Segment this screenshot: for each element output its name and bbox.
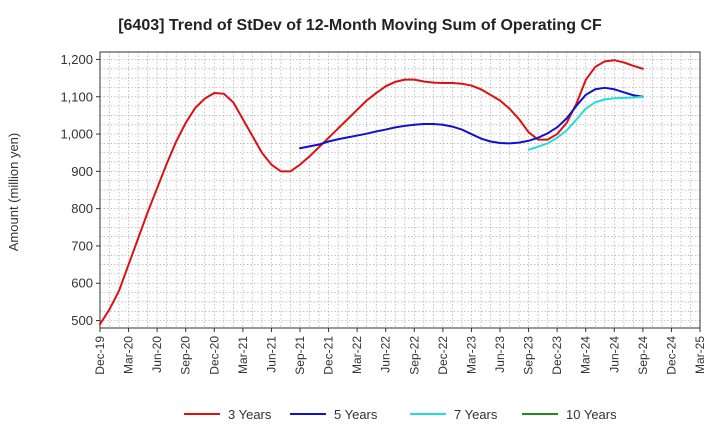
legend-item-5-years: 5 Years: [290, 407, 378, 422]
x-tick-label: Sep-24: [636, 336, 650, 375]
x-tick-label: Dec-21: [322, 336, 336, 375]
legend-label: 7 Years: [454, 407, 498, 422]
x-tick-label: Sep-22: [407, 336, 421, 375]
plot-frame: [99, 51, 701, 329]
x-tick-label: Dec-20: [207, 336, 221, 375]
x-tick-label: Dec-19: [93, 336, 107, 375]
series-line-3-years: [99, 59, 644, 326]
x-tick-label: Dec-23: [550, 336, 564, 375]
chart-title: [6403] Trend of StDev of 12-Month Moving…: [118, 17, 602, 34]
legend: 3 Years 5 Years 7 Years 10 Years: [184, 407, 617, 422]
plot-background: [100, 52, 700, 328]
y-tick-label: 900: [71, 164, 93, 179]
x-tick-label: Jun-20: [150, 336, 164, 373]
x-tick-label: Dec-22: [436, 336, 450, 375]
series-line-7-years: [527, 95, 644, 151]
x-tick-label: Jun-22: [379, 336, 393, 373]
x-tick-label: Mar-24: [579, 336, 593, 374]
plot-area: [100, 52, 700, 328]
legend-label: 5 Years: [334, 407, 378, 422]
y-axis-ticks: 500 600 700 800 900 1,000 1,100 1,200: [60, 52, 100, 328]
y-tick-label: 800: [71, 201, 93, 216]
x-tick-label: Mar-23: [464, 336, 478, 374]
legend-item-7-years: 7 Years: [410, 407, 498, 422]
series-lines: [99, 59, 644, 326]
y-tick-label: 1,100: [60, 89, 93, 104]
legend-item-3-years: 3 Years: [184, 407, 272, 422]
grid-lines: [99, 51, 701, 329]
x-tick-label: Mar-25: [693, 336, 707, 374]
x-tick-label: Sep-20: [179, 336, 193, 375]
x-tick-label: Sep-21: [293, 336, 307, 375]
y-tick-label: 700: [71, 238, 93, 253]
x-tick-label: Sep-23: [522, 336, 536, 375]
x-tick-label: Mar-21: [236, 336, 250, 374]
legend-label: 10 Years: [566, 407, 617, 422]
legend-item-10-years: 10 Years: [522, 407, 617, 422]
y-tick-label: 500: [71, 313, 93, 328]
y-tick-label: 1,200: [60, 52, 93, 67]
series-line-5-years: [299, 86, 644, 150]
y-tick-label: 1,000: [60, 127, 93, 142]
x-tick-label: Mar-22: [350, 336, 364, 374]
x-tick-label: Jun-21: [264, 336, 278, 373]
legend-label: 3 Years: [228, 407, 272, 422]
y-axis-label: Amount (million yen): [6, 133, 21, 252]
x-tick-label: Dec-24: [664, 336, 678, 375]
y-tick-label: 600: [71, 276, 93, 291]
x-tick-label: Mar-20: [122, 336, 136, 374]
x-tick-label: Jun-24: [607, 336, 621, 373]
x-axis-ticks: Dec-19 Mar-20 Jun-20 Sep-20 Dec-20 Mar-21 Jun-…: [93, 328, 707, 375]
x-tick-label: Jun-23: [493, 336, 507, 373]
